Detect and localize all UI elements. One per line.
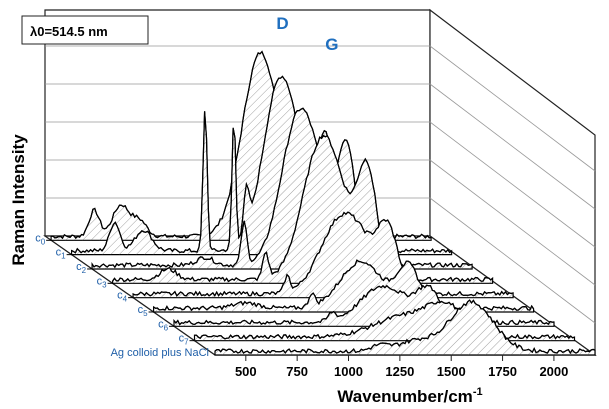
x-axis-title: Wavenumber/cm-1 (337, 386, 482, 406)
grid-line (429, 45, 596, 172)
row-label: Ag colloid plus NaCl (111, 347, 209, 359)
trace-hatch-8 (215, 300, 595, 355)
grid-line (429, 121, 596, 248)
x-axis-title-main: Wavenumber/cm (337, 387, 472, 406)
row-label: c1 (56, 247, 67, 261)
row-label: c0 (35, 232, 46, 246)
x-tick-label: 2000 (539, 364, 568, 379)
x-tick-label: 1250 (385, 364, 414, 379)
x-tick-label: 750 (286, 364, 308, 379)
peak-label-G: G (325, 35, 338, 54)
left-edge (44, 235, 216, 356)
lambda-annotation: λ0=514.5 nm (21, 15, 149, 45)
row-label: c3 (97, 275, 108, 289)
x-axis-title-sup: -1 (473, 386, 483, 398)
spectra-traces (50, 50, 596, 356)
x-tick-label: 1000 (334, 364, 363, 379)
row-label: c2 (76, 261, 87, 275)
trace-hatch-6 (174, 285, 554, 327)
x-tick-label: 500 (235, 364, 257, 379)
row-label: c7 (179, 333, 190, 347)
trace-line-3 (112, 134, 494, 283)
row-label: c5 (138, 304, 149, 318)
y-axis-title: Raman Intensity (9, 134, 28, 266)
grid-line (429, 159, 596, 286)
x-axis-ticks: 500 750 1000 1250 1500 1750 2000 (235, 355, 568, 379)
trace-line-8 (214, 299, 596, 355)
trace-hatch-4 (133, 212, 514, 298)
row-label: c4 (117, 290, 128, 304)
x-tick-label: 1500 (437, 364, 466, 379)
trace-hatch-0 (51, 51, 432, 241)
trace-hatch-1 (71, 76, 452, 255)
x-tick-label: 1750 (488, 364, 517, 379)
grid-line (429, 197, 596, 324)
peak-labels: DG (276, 14, 338, 54)
trace-hatch-2 (92, 108, 473, 269)
lambda-text: λ0=514.5 nm (30, 24, 108, 39)
row-label: c6 (158, 318, 169, 332)
peak-label-D: D (276, 14, 288, 33)
trace-hatch-3 (112, 135, 493, 284)
trace-line-4 (132, 211, 514, 297)
trace-line-7 (194, 300, 575, 340)
trace-hatch-5 (153, 260, 534, 312)
grid-line (429, 83, 596, 210)
